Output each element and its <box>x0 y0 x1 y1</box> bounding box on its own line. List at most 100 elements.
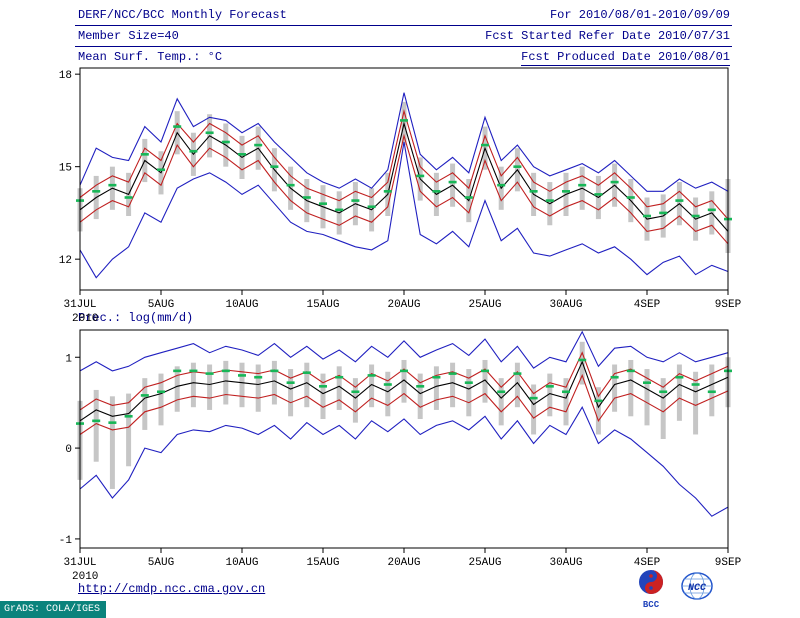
temp-median-mark <box>643 214 651 218</box>
precip-median-mark <box>481 369 489 373</box>
temp-median-mark <box>691 214 700 218</box>
temp-median-mark <box>205 131 214 135</box>
precip-median-mark <box>448 372 457 375</box>
temp-year-label: 2010 <box>72 313 98 325</box>
precip-median-mark <box>173 369 182 373</box>
temp-median-mark <box>448 180 457 184</box>
cmdp-url-link[interactable]: http://cmdp.ncc.cma.gov.cn <box>78 582 266 596</box>
precip-spread-bar <box>514 362 520 408</box>
precip-chart-title: Prec.: log(mm/d) <box>78 311 194 325</box>
precip-spread-bar <box>628 359 634 417</box>
precip-spread-bar <box>190 362 196 408</box>
precip-median-mark <box>92 419 101 423</box>
precip-x-tick-label: 31JUL <box>63 557 96 569</box>
precip-spread-bar <box>498 378 504 426</box>
precip-spread-bar <box>450 362 456 408</box>
temp-median-mark <box>675 199 684 202</box>
ncc-logo-icon: NCC <box>681 572 713 600</box>
precip-median-mark <box>513 372 522 375</box>
precip-median-mark <box>497 390 506 394</box>
temp-x-tick-label: 31JUL <box>63 299 96 311</box>
precip-spread-bar <box>531 384 537 435</box>
precip-x-tick-label: 30AUG <box>549 557 582 569</box>
precip-spread-bar <box>158 373 164 426</box>
precip-median-mark <box>108 421 117 424</box>
precip-median-mark <box>529 396 538 400</box>
temp-upper-quartile-line <box>79 109 729 220</box>
precip-spread-bar <box>304 362 310 408</box>
precip-median-mark <box>254 375 263 379</box>
precip-median-mark <box>124 414 133 418</box>
precip-spread-bar <box>385 371 391 417</box>
precip-x-tick-label: 20AUG <box>387 557 420 569</box>
precip-y-tick-label: -1 <box>59 535 73 547</box>
temp-x-tick-label: 5AUG <box>148 299 174 311</box>
precip-median-mark <box>270 369 279 373</box>
precip-spread-bar <box>93 389 99 462</box>
precip-median-mark <box>189 369 198 373</box>
precip-median-mark <box>545 385 554 388</box>
precip-spread-bar <box>401 359 407 403</box>
precip-ens-max-line <box>79 330 729 372</box>
temp-median-mark <box>157 168 165 172</box>
precip-spread-bar <box>563 378 569 426</box>
precip-median-mark <box>659 390 668 394</box>
precip-upper-quartile-line <box>79 351 729 411</box>
temp-x-tick-label: 25AUG <box>468 299 501 311</box>
precip-spread-bar <box>288 369 294 417</box>
precip-median-mark <box>238 374 246 377</box>
temp-ens-mean-line <box>79 121 729 232</box>
temp-median-mark <box>497 183 506 187</box>
temp-x-tick-label: 4SEP <box>634 299 661 311</box>
precip-spread-bar <box>126 393 132 467</box>
precip-median-mark <box>335 375 344 379</box>
bcc-logo-icon: BCC <box>639 570 663 610</box>
temp-median-mark <box>626 196 635 199</box>
temp-median-mark <box>254 143 263 147</box>
temp-median-mark <box>351 199 360 202</box>
member-size-label: Member Size=40 <box>78 29 179 43</box>
precip-median-mark <box>643 381 651 384</box>
temp-median-mark <box>610 180 619 184</box>
precip-spread-bar <box>142 378 148 430</box>
forecast-range-label: For 2010/08/01-2010/09/09 <box>549 8 730 22</box>
temp-x-tick-label: 10AUG <box>225 299 258 311</box>
precip-median-mark <box>286 381 295 384</box>
temp-y-tick-label: 12 <box>59 255 72 267</box>
precip-median-mark <box>367 374 376 377</box>
temp-ens-min-line <box>79 141 729 279</box>
temp-median-mark <box>367 205 376 209</box>
precip-median-mark <box>562 390 570 394</box>
precip-median-mark <box>626 369 635 373</box>
precip-median-mark <box>140 394 149 397</box>
precip-spread-bar <box>239 362 245 408</box>
temp-median-mark <box>108 183 117 187</box>
precip-spread-bar <box>433 366 439 410</box>
precip-spread-bar <box>174 366 180 412</box>
precip-y-tick-label: 0 <box>65 444 72 456</box>
temp-median-mark <box>140 153 149 156</box>
precip-x-tick-label: 4SEP <box>634 557 661 569</box>
temp-median-mark <box>286 183 295 187</box>
temp-chart-title: Mean Surf. Temp.: °C <box>78 50 223 64</box>
temp-median-mark <box>124 196 133 199</box>
temp-median-mark <box>400 119 408 122</box>
precip-spread-bar <box>207 364 213 410</box>
precip-spread-bar <box>482 359 488 403</box>
precip-median-mark <box>578 358 587 362</box>
precip-median-mark <box>707 390 716 394</box>
footer-logos: BCC NCC <box>634 566 724 610</box>
precip-x-tick-label: 10AUG <box>225 557 258 569</box>
temp-median-mark <box>189 149 198 153</box>
header-rule-1 <box>75 25 732 26</box>
temp-median-mark <box>383 190 392 193</box>
temp-median-mark <box>335 208 344 212</box>
precip-spread-bar <box>612 364 618 412</box>
precip-spread-bar <box>547 373 553 417</box>
bcc-logo-label: BCC <box>643 600 660 610</box>
temp-median-mark <box>221 140 230 144</box>
temp-median-mark <box>707 208 716 212</box>
temp-x-tick-label: 9SEP <box>715 299 742 311</box>
precip-spread-bar <box>336 366 342 410</box>
